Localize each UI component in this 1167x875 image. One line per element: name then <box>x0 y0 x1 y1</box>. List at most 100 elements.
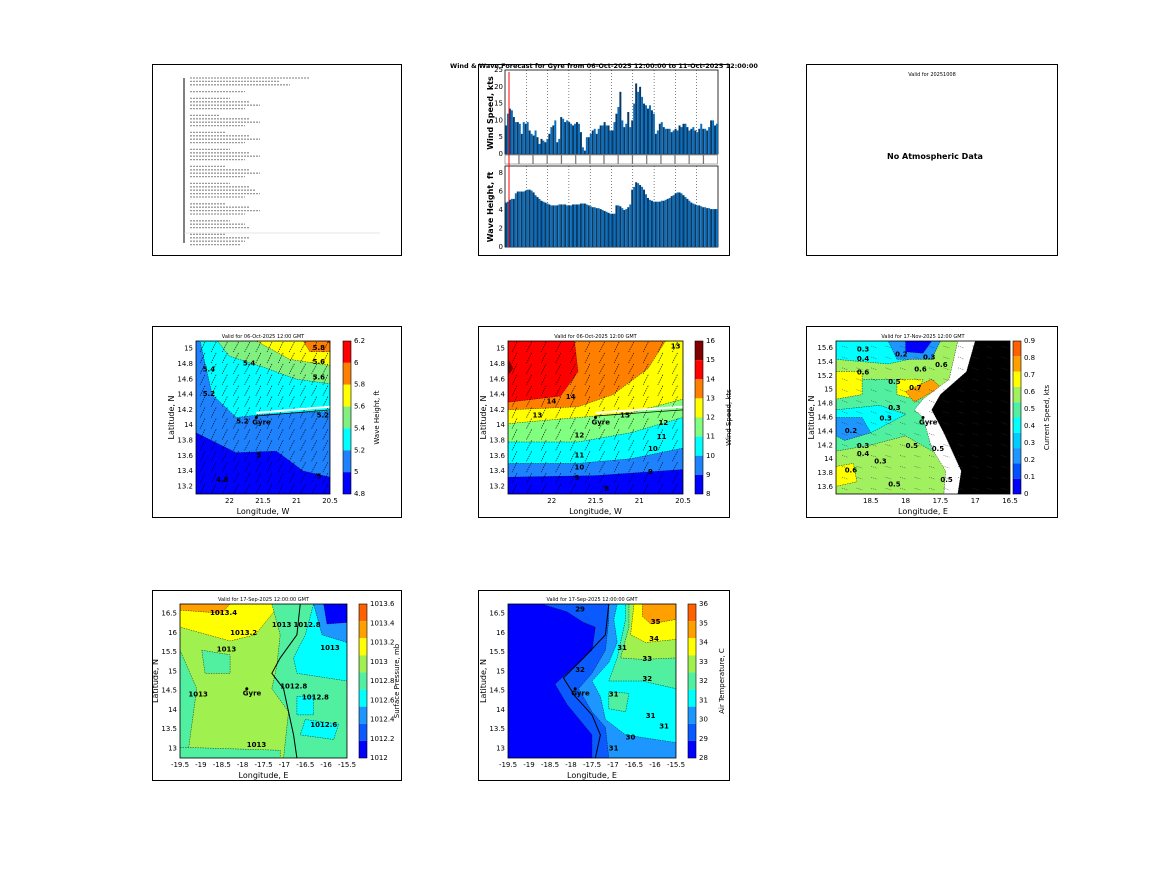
wave-bar <box>570 205 573 247</box>
wind-vector <box>210 429 217 440</box>
colorbar-tick-label: 10 <box>706 452 715 460</box>
y-tick-label: 14 <box>168 706 177 714</box>
colorbar-tick-label: 0.4 <box>1024 422 1036 430</box>
contour-label: 0.3 <box>923 353 936 361</box>
wind-vector <box>199 462 206 473</box>
wave-bar <box>660 200 663 247</box>
wave-bar <box>714 209 717 247</box>
y-tick-label: 14 <box>184 421 193 429</box>
wind-vector <box>613 418 620 429</box>
wind-vector <box>233 440 239 451</box>
wind-bar <box>656 130 659 154</box>
x-tick-label: -18.5 <box>213 761 231 769</box>
wind-vector <box>277 451 284 462</box>
wind-bar <box>564 122 567 154</box>
wind-vector <box>300 374 306 385</box>
wind-vector <box>672 352 678 364</box>
wind-vector <box>657 385 664 396</box>
contour-fills: 1013.41013.210131013101310131012.81012.8… <box>180 604 347 758</box>
wave-bar <box>662 200 665 247</box>
wind-bar <box>570 123 573 154</box>
wind-vector <box>244 407 250 418</box>
site-label: Gyre <box>243 690 262 698</box>
colorbar-label: Air Temperature, C <box>718 648 726 714</box>
contour-label: 32 <box>575 666 585 674</box>
wind-bar <box>660 122 663 154</box>
y-tick-label: 15.5 <box>161 648 177 656</box>
wind-vector <box>222 341 228 353</box>
wind-vector <box>210 483 217 494</box>
x-tick-label: 18 <box>901 497 910 505</box>
contour-label: 31 <box>646 712 656 720</box>
y-tick-label: 13 <box>168 744 177 752</box>
y-tick-label: 15.6 <box>817 344 833 352</box>
wind-bar <box>597 128 600 154</box>
wind-vector <box>555 429 562 440</box>
wind-vector <box>511 363 518 374</box>
wind-vector <box>210 451 217 462</box>
wave-bar <box>639 185 642 247</box>
wind-vector <box>289 483 295 494</box>
colorbar-swatch <box>1013 417 1021 433</box>
colorbar-swatch <box>695 417 703 437</box>
wind-bar <box>540 138 543 154</box>
wind-vector <box>222 483 228 494</box>
wind-vector <box>277 440 284 451</box>
colorbar-tick-label: 8 <box>706 490 710 498</box>
x-tick-label: 20.5 <box>322 497 338 505</box>
contour-band <box>302 341 330 352</box>
site-label: Gyre <box>571 690 590 698</box>
wind-vector <box>526 451 532 462</box>
contour-label: 1013 <box>272 621 292 629</box>
wave-bar <box>609 213 612 247</box>
colorbar-frame <box>694 340 704 495</box>
wind-vector <box>526 440 532 451</box>
wind-vector <box>199 341 206 353</box>
wind-vector <box>322 385 329 396</box>
wind-vector <box>311 483 317 494</box>
wind-bar <box>528 130 531 154</box>
contour-label: 1012.6 <box>310 721 337 729</box>
wind-vector <box>311 341 317 353</box>
day-label-box <box>618 154 633 165</box>
wind-vector <box>613 483 620 494</box>
no-data-message: No Atmospheric Data <box>887 152 983 161</box>
wave-bar <box>647 197 649 247</box>
wind-vector <box>657 451 664 462</box>
wind-vector <box>570 451 576 462</box>
y-axis-label: Latitude, N <box>167 395 176 439</box>
y-axis-label: Latitude, N <box>479 659 488 703</box>
colorbar-swatch <box>359 638 367 656</box>
wave-bar <box>505 202 507 247</box>
contour-label: 5.2 <box>317 412 330 420</box>
wind-vector <box>526 374 532 385</box>
wind-map-chart: 15 13 14 14 13 12 12 11 11 10 10 9 9 8 Gyre Valid for 0… <box>479 334 733 516</box>
map-title: Valid for 17-Sep-2025 12:00:00 GMT <box>218 597 310 603</box>
wind-vector <box>244 363 250 374</box>
wind-bar <box>538 143 541 154</box>
y-tick-label: 14.5 <box>161 687 177 695</box>
wind-vector <box>628 483 634 494</box>
wind-bar <box>520 133 523 154</box>
x-tick-label: 21 <box>635 497 644 505</box>
wind-vector <box>266 451 273 462</box>
wind-vector <box>526 418 532 429</box>
wind-bar <box>631 120 634 154</box>
wind-vector <box>311 374 317 385</box>
contour-label: 30 <box>626 734 636 742</box>
wind-vector <box>657 341 664 353</box>
day-label-box <box>646 154 661 165</box>
wind-vector <box>300 396 306 407</box>
wind-bar <box>579 132 582 154</box>
wave-bar <box>684 197 687 247</box>
wind-bar <box>542 140 545 154</box>
wind-vector <box>199 429 206 440</box>
colorbar-swatch <box>1013 448 1021 464</box>
x-tick-label: 22 <box>547 497 556 505</box>
wind-bar <box>698 128 701 154</box>
wind-bar <box>532 135 535 154</box>
wave-bar <box>595 208 598 247</box>
wind-vector <box>210 396 217 407</box>
map-title: Valid for 17-Sep-2025 12:00:00 GMT <box>546 597 638 603</box>
